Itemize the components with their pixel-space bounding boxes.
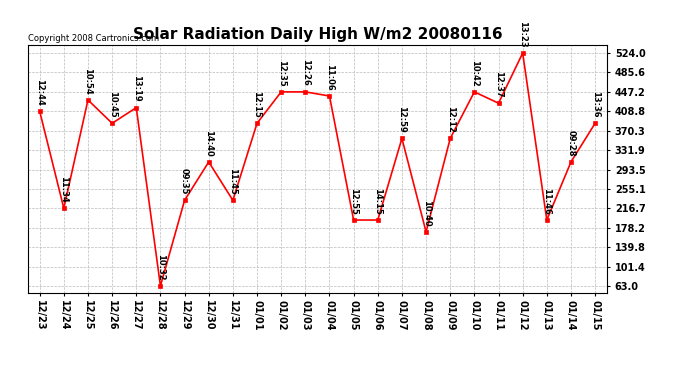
Text: Copyright 2008 Cartronics.com: Copyright 2008 Cartronics.com xyxy=(28,33,159,42)
Text: 12:12: 12:12 xyxy=(446,106,455,133)
Text: 09:35: 09:35 xyxy=(180,168,189,195)
Text: 12:26: 12:26 xyxy=(301,60,310,86)
Text: 13:19: 13:19 xyxy=(132,75,141,102)
Text: 10:32: 10:32 xyxy=(156,254,165,280)
Text: 14:15: 14:15 xyxy=(373,188,382,214)
Text: 11:06: 11:06 xyxy=(325,64,334,90)
Text: 12:37: 12:37 xyxy=(494,71,503,98)
Text: 13:36: 13:36 xyxy=(591,91,600,118)
Text: 12:55: 12:55 xyxy=(349,188,358,214)
Text: 09:28: 09:28 xyxy=(566,130,575,156)
Text: 12:59: 12:59 xyxy=(397,106,406,133)
Text: 11:45: 11:45 xyxy=(228,168,237,195)
Text: 11:46: 11:46 xyxy=(542,188,551,214)
Text: 10:40: 10:40 xyxy=(422,200,431,226)
Text: 10:42: 10:42 xyxy=(470,60,479,86)
Text: 10:45: 10:45 xyxy=(108,91,117,118)
Text: 12:44: 12:44 xyxy=(35,79,44,106)
Text: 13:23: 13:23 xyxy=(518,21,527,48)
Text: 12:35: 12:35 xyxy=(277,60,286,86)
Text: 11:34: 11:34 xyxy=(59,176,68,203)
Text: 12:15: 12:15 xyxy=(253,91,262,118)
Title: Solar Radiation Daily High W/m2 20080116: Solar Radiation Daily High W/m2 20080116 xyxy=(132,27,502,42)
Text: 10:54: 10:54 xyxy=(83,68,92,94)
Text: 14:40: 14:40 xyxy=(204,130,213,156)
